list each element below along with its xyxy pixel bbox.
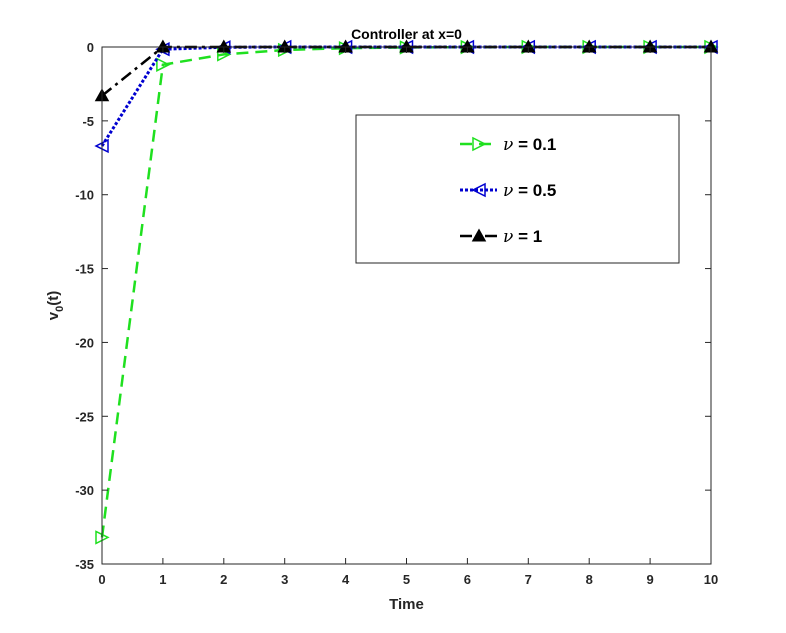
legend: ν = 0.1ν = 0.5ν = 1 xyxy=(355,114,680,264)
y-tick-label: -20 xyxy=(75,335,94,350)
legend-label-symbol: ν xyxy=(503,181,513,201)
x-axis-title: Time xyxy=(389,596,424,613)
y-tick-label: -10 xyxy=(75,188,94,203)
axes-layer: 0 1 2 3 4 5 6 7 8 9 10 0 -5 -10 -15 -20 -25 -30 -35 xyxy=(75,40,718,587)
x-tick-label: 0 xyxy=(98,572,105,587)
y-tick-label: 0 xyxy=(87,40,94,55)
x-tick-label: 6 xyxy=(464,572,471,587)
legend-marker xyxy=(471,182,486,198)
legend-label-value: = 0.1 xyxy=(513,135,556,154)
y-tick-label: -15 xyxy=(75,262,94,277)
legend-marker xyxy=(472,136,487,152)
y-axis-title-main: v xyxy=(45,311,62,320)
legend-label: ν = 1 xyxy=(503,227,542,247)
x-tick-label: 8 xyxy=(586,572,593,587)
legend-label-symbol: ν xyxy=(503,135,513,155)
y-tick-label: -5 xyxy=(82,114,94,129)
x-tick-label: 2 xyxy=(220,572,227,587)
x-tick-label: 1 xyxy=(159,572,166,587)
legend-item: ν = 1 xyxy=(460,227,542,247)
x-tick-label: 4 xyxy=(342,572,350,587)
legend-box xyxy=(355,114,680,264)
y-axis-title-tail: (t) xyxy=(45,291,62,306)
legend-label: ν = 0.5 xyxy=(503,181,556,201)
legend-marker xyxy=(471,228,487,242)
y-axis-title-subscript: 0 xyxy=(54,306,66,312)
legend-label-symbol: ν xyxy=(503,227,513,247)
legend-label-value: = 1 xyxy=(513,227,542,246)
legend-item: ν = 0.1 xyxy=(460,135,556,155)
x-tick-label: 10 xyxy=(704,572,718,587)
y-tick-label: -35 xyxy=(75,557,94,572)
legend-label: ν = 0.1 xyxy=(503,135,556,155)
x-tick-label: 3 xyxy=(281,572,288,587)
x-tick-label: 9 xyxy=(646,572,653,587)
legend-label-value: = 0.5 xyxy=(513,181,556,200)
data-point xyxy=(156,57,171,72)
y-axis-title: v0(t) xyxy=(45,291,66,320)
x-tick-label: 5 xyxy=(403,572,410,587)
series-line xyxy=(100,45,711,538)
legend-item: ν = 0.5 xyxy=(460,181,556,201)
chart-title: Controller at x=0 xyxy=(351,26,462,42)
y-tick-label: -30 xyxy=(75,483,94,498)
y-tick-label: -25 xyxy=(75,409,94,424)
x-tick-label: 7 xyxy=(525,572,532,587)
